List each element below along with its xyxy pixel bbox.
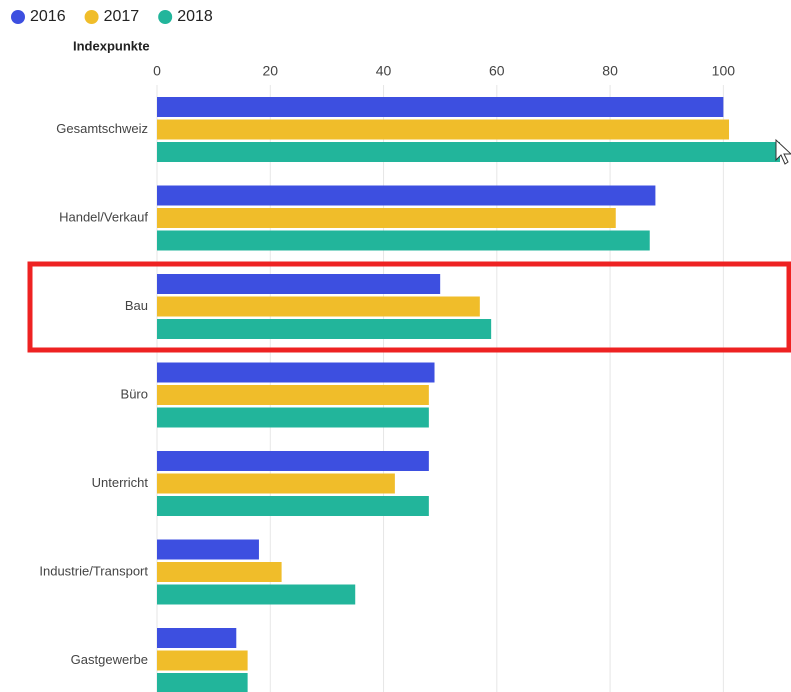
bar	[157, 473, 395, 494]
x-tick-label: 40	[376, 63, 392, 79]
y-tick-label: Gastgewerbe	[71, 652, 148, 667]
bar	[157, 230, 650, 251]
legend-swatch	[84, 10, 99, 24]
bar	[157, 319, 492, 339]
bar	[157, 296, 480, 317]
bar	[157, 496, 429, 516]
cursor	[775, 138, 791, 165]
bar	[157, 584, 356, 605]
legend-swatch	[11, 10, 25, 24]
bar	[157, 650, 248, 671]
legend-swatch	[158, 10, 173, 24]
bar	[157, 673, 248, 692]
bar	[157, 539, 259, 560]
y-tick-label: Gesamtschweiz	[56, 121, 148, 136]
x-tick-label: 80	[602, 63, 618, 79]
bar	[157, 385, 429, 405]
bar	[157, 362, 435, 383]
bar	[157, 185, 656, 206]
legend-label: 2017	[104, 8, 140, 25]
y-tick-label: Bau	[125, 298, 148, 313]
x-tick-label: 20	[262, 63, 278, 79]
bar	[157, 628, 237, 648]
highlight-box	[27, 261, 791, 353]
legend-label: 2016	[30, 8, 66, 25]
y-tick-label: Handel/Verkauf	[59, 209, 148, 224]
bar	[157, 407, 429, 428]
bar	[157, 119, 730, 140]
legend-label: 2018	[177, 8, 213, 25]
bar	[157, 274, 441, 294]
y-tick-label: Büro	[121, 386, 148, 401]
bar	[157, 562, 282, 582]
x-tick-label: 60	[489, 63, 505, 79]
axis-title: Indexpunkte	[73, 38, 150, 53]
bar	[157, 451, 429, 471]
bar	[157, 142, 780, 162]
y-tick-label: Industrie/Transport	[39, 563, 148, 578]
bar	[157, 208, 616, 228]
y-tick-label: Unterricht	[92, 475, 149, 490]
bar	[157, 97, 724, 117]
x-tick-label: 100	[712, 63, 736, 79]
x-tick-label: 0	[153, 63, 161, 79]
